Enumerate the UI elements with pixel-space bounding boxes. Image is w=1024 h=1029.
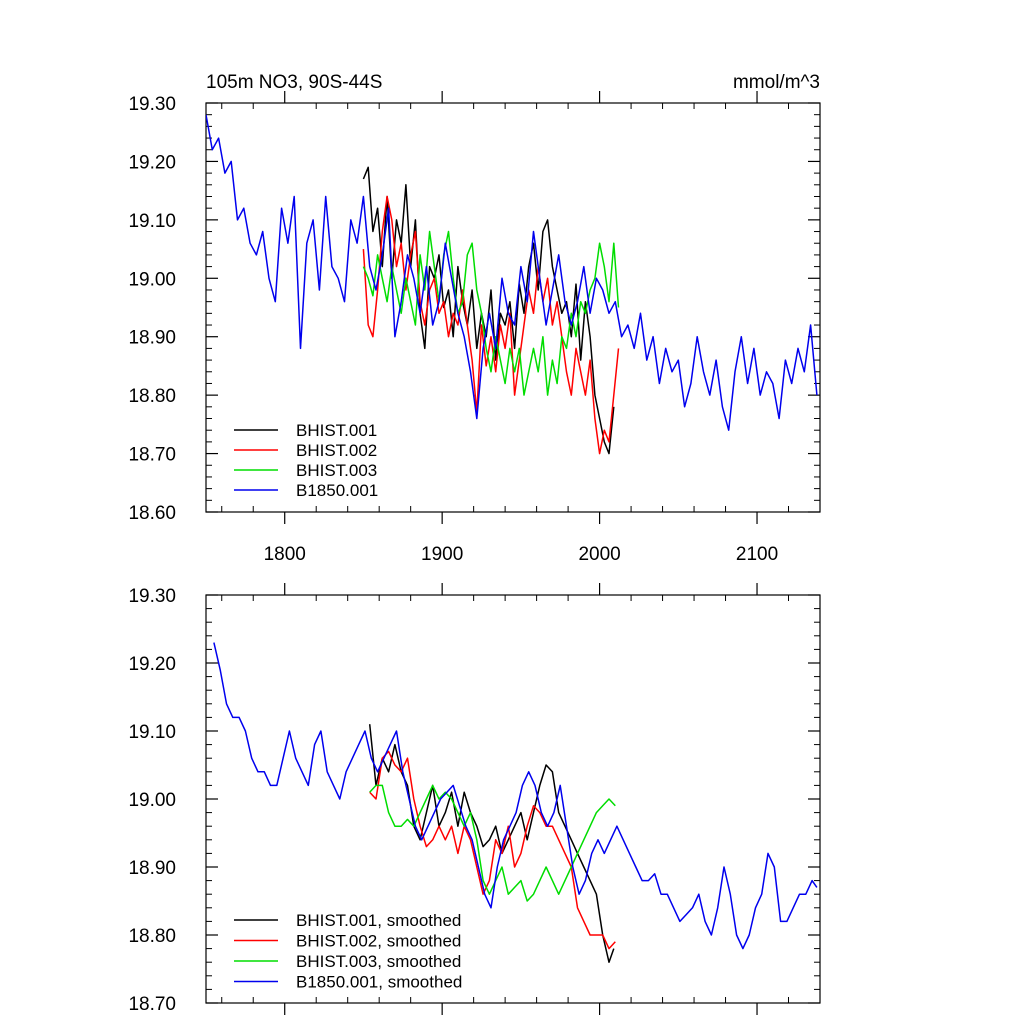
- y-tick-label: 18.70: [128, 994, 176, 1015]
- y-tick-label: 19.00: [128, 790, 176, 811]
- legend-label-bhist-001: BHIST.001: [296, 421, 377, 440]
- y-tick-label: 19.00: [128, 269, 176, 290]
- series-line-bhist-003: [362, 230, 620, 396]
- top-plot-frame: [205, 102, 821, 513]
- y-tick-label: 19.10: [128, 211, 176, 232]
- y-tick-label: 19.30: [128, 94, 176, 115]
- x-tick-label: 1900: [421, 544, 463, 565]
- top-panel: 1800 1900 2000 2100 18.60 18.70 18.80 18.90 19.0…: [128, 91, 821, 565]
- series-line-b1850-001: [206, 114, 818, 431]
- series-line-bhist-002-smoothed: [369, 750, 616, 950]
- y-tick-label: 18.80: [128, 926, 176, 947]
- series-line-bhist-003-smoothed: [369, 784, 616, 902]
- legend-label-bhist-003-smoothed: BHIST.003, smoothed: [296, 952, 461, 971]
- y-tick-label: 18.60: [128, 503, 176, 524]
- y-tick-label: 19.30: [128, 586, 176, 607]
- y-tick-label: 18.80: [128, 386, 176, 407]
- bottom-legend: BHIST.001, smoothed BHIST.002, smoothedBH…: [234, 911, 462, 992]
- series-line-bhist-001: [362, 166, 615, 455]
- legend-label-bhist-002: BHIST.002: [296, 441, 377, 460]
- series-line-b1850-001-smoothed: [213, 642, 818, 950]
- y-tick-label: 19.10: [128, 722, 176, 743]
- legend-label-bhist-001-smoothed: BHIST.001, smoothed: [296, 911, 461, 930]
- series-line-bhist-002: [362, 195, 620, 455]
- legend-label-bhist-002-smoothed: BHIST.002, smoothed: [296, 932, 461, 951]
- chart-title: 105m NO3, 90S-44S: [206, 72, 382, 93]
- units-label: mmol/m^3: [733, 72, 820, 93]
- bottom-panel: 18.70 18.80 18.90 19.00 19.10 19.20 19.30 BHIST…: [128, 583, 821, 1015]
- y-tick-label: 18.90: [128, 858, 176, 879]
- legend-label-bhist-003: BHIST.003: [296, 461, 377, 480]
- y-tick-label: 18.90: [128, 328, 176, 349]
- y-tick-label: 19.20: [128, 152, 176, 173]
- legend-label-b1850-001: B1850.001: [296, 481, 378, 500]
- legend-label-b1850-001-smoothed: B1850.001, smoothed: [296, 973, 462, 992]
- y-tick-label: 19.20: [128, 654, 176, 675]
- y-tick-label: 18.70: [128, 445, 176, 466]
- x-tick-label: 2100: [736, 544, 778, 565]
- x-tick-label: 2000: [578, 544, 620, 565]
- x-tick-label: 1800: [264, 544, 306, 565]
